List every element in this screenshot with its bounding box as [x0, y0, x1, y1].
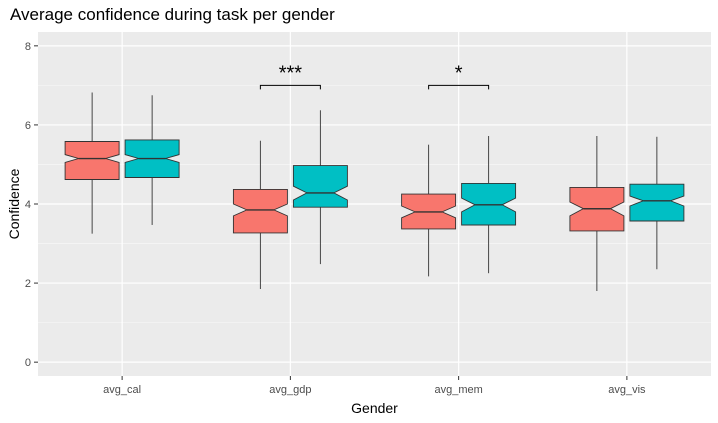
- box-group-avg_vis-2: [629, 136, 685, 270]
- y-tick-label: 8: [25, 41, 31, 53]
- y-tick-label: 2: [25, 278, 31, 290]
- box-group-avg_cal-1: [64, 92, 120, 234]
- box-group-avg_vis-1: [569, 135, 625, 291]
- notched-box: [292, 165, 348, 208]
- y-tick-label: 6: [25, 120, 31, 132]
- x-tick-label: avg_mem: [434, 384, 482, 396]
- notched-box: [629, 183, 685, 222]
- box-group-avg_gdp-1: [232, 140, 288, 290]
- notched-box: [64, 141, 120, 180]
- box-group-avg_cal-2: [124, 95, 180, 225]
- significance-label: *: [455, 62, 463, 84]
- y-tick-label: 0: [25, 357, 31, 369]
- x-axis-title: Gender: [351, 400, 398, 416]
- x-tick-label: avg_cal: [103, 384, 141, 396]
- notched-box: [232, 188, 288, 234]
- chart-title: Average confidence during task per gende…: [10, 5, 335, 24]
- significance-bracket: [428, 84, 490, 90]
- y-tick-label: 4: [25, 199, 31, 211]
- significance-bracket: [259, 84, 321, 90]
- box-group-avg_mem-2: [461, 135, 517, 274]
- box-group-avg_mem-1: [401, 144, 457, 277]
- x-tick-label: avg_gdp: [269, 384, 311, 396]
- significance-label: ***: [279, 62, 303, 84]
- y-axis-title: Confidence: [6, 168, 22, 239]
- x-tick-label: avg_vis: [608, 384, 646, 396]
- box-group-avg_gdp-2: [292, 110, 348, 265]
